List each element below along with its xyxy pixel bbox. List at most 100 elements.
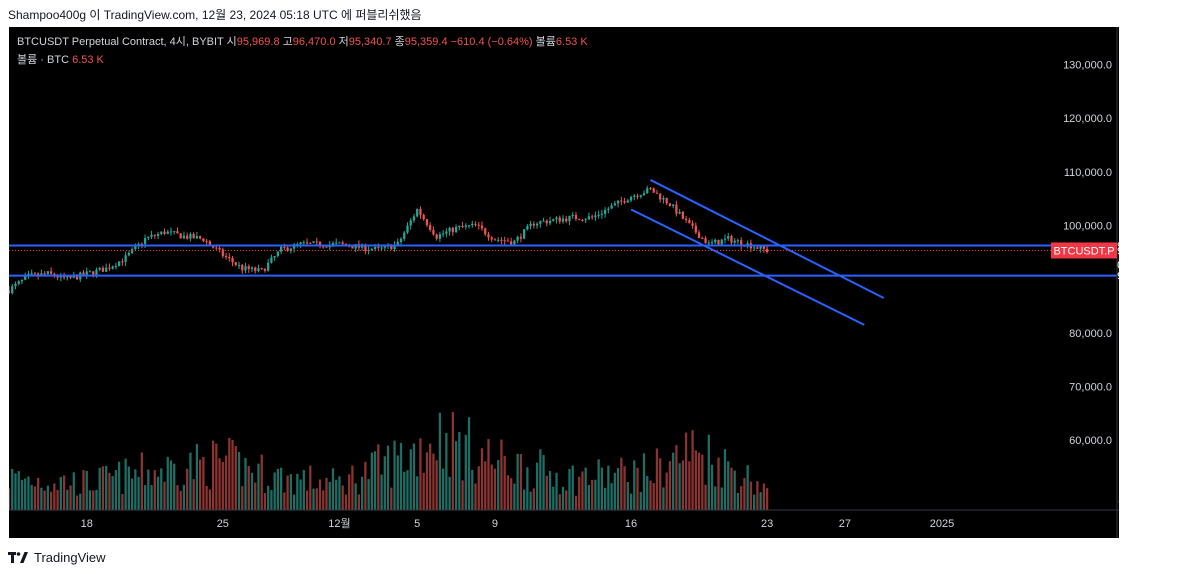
volume-bar xyxy=(607,465,610,510)
candle-body xyxy=(620,200,623,202)
volume-bar xyxy=(150,485,153,510)
candle-body xyxy=(471,223,474,226)
price-chart[interactable]: 130,000.0 120,000.0 110,000.0 100,000.0 80,0… xyxy=(9,27,1119,538)
volume-bar xyxy=(668,461,672,510)
volume-bar xyxy=(642,453,646,510)
candle-body xyxy=(464,225,467,227)
volume-bar xyxy=(163,481,166,510)
legend-volume-value: 6.53 K xyxy=(556,36,588,48)
volume-bar xyxy=(127,466,131,510)
candle-body xyxy=(383,245,386,248)
candle-body xyxy=(662,198,665,200)
volume-bar xyxy=(513,483,516,510)
volume-bar xyxy=(471,469,474,510)
trend-line[interactable] xyxy=(650,179,885,299)
volume-bar xyxy=(69,485,72,510)
candle-body xyxy=(11,286,14,294)
legend-ohlc-label: 종 xyxy=(395,36,405,48)
candle-body xyxy=(69,276,72,278)
volume-bar xyxy=(532,488,535,510)
volume-bar xyxy=(224,455,228,510)
volume-bar xyxy=(740,486,743,510)
candle-body xyxy=(403,232,406,239)
volume-bar xyxy=(318,479,322,510)
volume-bar xyxy=(43,490,46,510)
candle-body xyxy=(665,198,668,204)
candle-body xyxy=(118,261,121,267)
volume-bar xyxy=(364,461,367,510)
footer: TradingView xyxy=(8,548,106,566)
volume-bar xyxy=(111,476,114,510)
volume-bar xyxy=(331,468,335,510)
volume-bar xyxy=(195,443,199,510)
candle-body xyxy=(179,233,182,239)
candle-body xyxy=(111,266,114,269)
volume-bar xyxy=(662,487,665,510)
candle-body xyxy=(416,209,419,217)
volume-bar xyxy=(678,463,681,510)
candle-body xyxy=(756,247,759,249)
volume-bar xyxy=(101,466,105,510)
volume-bar xyxy=(341,485,344,510)
volume-bar xyxy=(234,446,237,510)
volume-bar xyxy=(581,471,584,510)
legend-symbol-line: BTCUSDT Perpetual Contract, 4시, BYBIT 시9… xyxy=(17,35,588,48)
candle-body xyxy=(309,242,312,244)
volume-bar xyxy=(503,455,506,510)
volume-bar xyxy=(118,461,121,510)
candle-body xyxy=(108,267,111,269)
time-axis[interactable]: 18 25 12월 5 9 16 23 27 2025 xyxy=(81,517,955,530)
price-axis[interactable]: 130,000.0 120,000.0 110,000.0 100,000.0 80,0… xyxy=(1063,60,1112,448)
candle-body xyxy=(467,225,471,227)
candle-body xyxy=(228,256,231,259)
legend-change: −610.4 (−0.64%) xyxy=(451,36,536,48)
candle-body xyxy=(224,256,228,258)
candle-body xyxy=(186,235,189,239)
legend-study-name: 볼륨 · BTC xyxy=(17,53,72,66)
volume-bar xyxy=(639,492,642,510)
price-tags: 96,282.8 90,662.9 95,359.4 02:41:45BTCUSDT.… xyxy=(1051,241,1119,508)
candle-body xyxy=(597,214,600,216)
candle-body xyxy=(522,229,526,239)
volume-bar xyxy=(675,445,678,510)
trend-line[interactable] xyxy=(630,208,865,326)
volume-bar xyxy=(613,472,616,510)
tradingview-logo-icon xyxy=(8,551,28,563)
candle-body xyxy=(454,226,458,233)
volume-bar xyxy=(409,449,412,510)
candle-body xyxy=(445,231,448,234)
volume-bar xyxy=(257,463,260,510)
candle-body xyxy=(234,262,237,265)
drawings[interactable] xyxy=(9,179,1117,326)
volume-bar xyxy=(584,467,587,510)
volume-bar xyxy=(263,493,267,510)
candle-body xyxy=(753,247,756,249)
candle-body xyxy=(250,267,254,270)
candle-body xyxy=(526,226,529,230)
volume-bar xyxy=(30,485,33,510)
candle-body xyxy=(542,220,545,222)
volume-bar xyxy=(377,444,380,510)
volume-bar xyxy=(348,474,351,510)
volume-bar xyxy=(166,456,169,510)
volume-bar xyxy=(276,468,280,510)
volume-bar xyxy=(535,462,539,510)
volume-bar xyxy=(231,440,234,510)
volume-bar xyxy=(762,483,765,510)
volume-bar xyxy=(40,487,43,510)
volume-bar xyxy=(574,495,578,510)
volume-bar xyxy=(672,452,675,510)
volume-bar xyxy=(228,437,231,510)
volume-bar xyxy=(286,475,289,510)
chart-background xyxy=(9,27,1119,538)
legend-ohlc-value: 95,359.4 xyxy=(405,36,451,48)
candle-body xyxy=(432,229,435,235)
candle-body xyxy=(46,271,50,274)
volume-bar xyxy=(448,476,451,510)
candle-body xyxy=(558,217,561,222)
candle-body xyxy=(182,235,186,239)
candle-body xyxy=(717,239,720,245)
volume-bar xyxy=(244,457,247,510)
candle-body xyxy=(600,213,604,215)
candle-body xyxy=(497,239,500,241)
